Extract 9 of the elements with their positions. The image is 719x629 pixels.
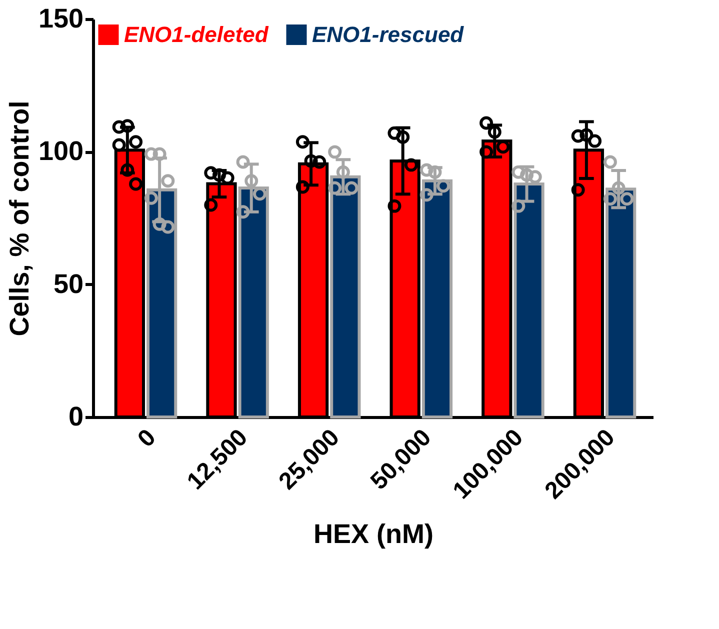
y-axis-title: Cells, % of control <box>4 100 34 336</box>
y-tick-label: 0 <box>68 402 84 432</box>
x-axis-title: HEX (nM) <box>314 518 434 549</box>
x-tick-label: 0 <box>132 424 162 453</box>
y-tick-label: 100 <box>38 136 84 166</box>
legend-label: ENO1-deleted <box>124 22 269 47</box>
legend-label: ENO1-rescued <box>312 22 464 47</box>
y-tick-label: 50 <box>53 268 84 299</box>
y-tick-label: 150 <box>38 4 84 34</box>
